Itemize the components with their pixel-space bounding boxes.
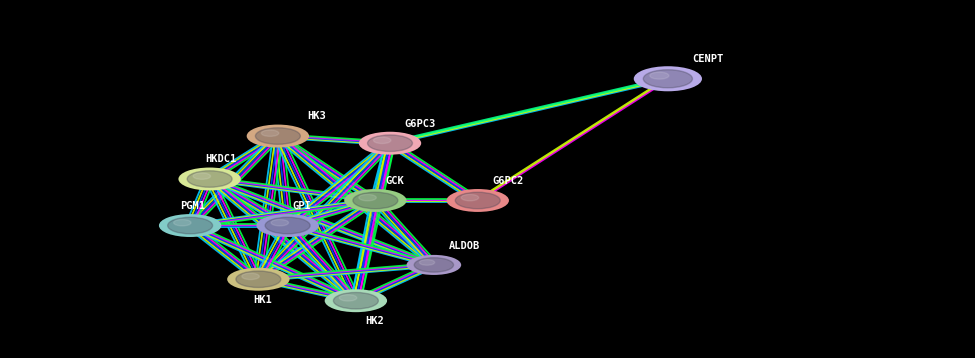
Circle shape	[359, 194, 376, 201]
Text: PGM1: PGM1	[180, 201, 206, 211]
Circle shape	[325, 289, 387, 312]
Circle shape	[236, 271, 281, 287]
Circle shape	[178, 168, 241, 190]
Text: GPI: GPI	[292, 201, 311, 211]
Text: CENPT: CENPT	[692, 54, 723, 64]
Circle shape	[414, 258, 453, 272]
Text: G6PC3: G6PC3	[405, 118, 436, 129]
Text: GCK: GCK	[385, 176, 404, 186]
Circle shape	[344, 189, 407, 212]
Circle shape	[265, 217, 310, 234]
Circle shape	[353, 192, 398, 209]
Circle shape	[359, 132, 421, 155]
Text: G6PC2: G6PC2	[492, 176, 524, 186]
Circle shape	[455, 192, 500, 209]
Circle shape	[255, 128, 300, 144]
Circle shape	[256, 214, 319, 237]
Circle shape	[368, 135, 412, 151]
Circle shape	[333, 292, 378, 309]
Circle shape	[227, 268, 290, 291]
Circle shape	[649, 72, 669, 79]
Text: HK2: HK2	[366, 316, 384, 326]
Circle shape	[461, 194, 479, 201]
Circle shape	[242, 273, 259, 280]
Circle shape	[271, 219, 289, 226]
Text: HKDC1: HKDC1	[205, 154, 236, 164]
Circle shape	[644, 70, 692, 88]
Circle shape	[634, 66, 702, 91]
Circle shape	[447, 189, 509, 212]
Text: ALDOB: ALDOB	[448, 241, 480, 251]
Circle shape	[174, 219, 191, 226]
Text: HK1: HK1	[254, 295, 272, 305]
Circle shape	[247, 125, 309, 147]
Circle shape	[261, 130, 279, 136]
Circle shape	[168, 217, 213, 234]
Circle shape	[159, 214, 221, 237]
Circle shape	[407, 255, 461, 275]
Text: HK3: HK3	[307, 111, 326, 121]
Circle shape	[419, 260, 435, 265]
Circle shape	[193, 173, 211, 179]
Circle shape	[339, 295, 357, 301]
Circle shape	[373, 137, 391, 144]
Circle shape	[187, 171, 232, 187]
